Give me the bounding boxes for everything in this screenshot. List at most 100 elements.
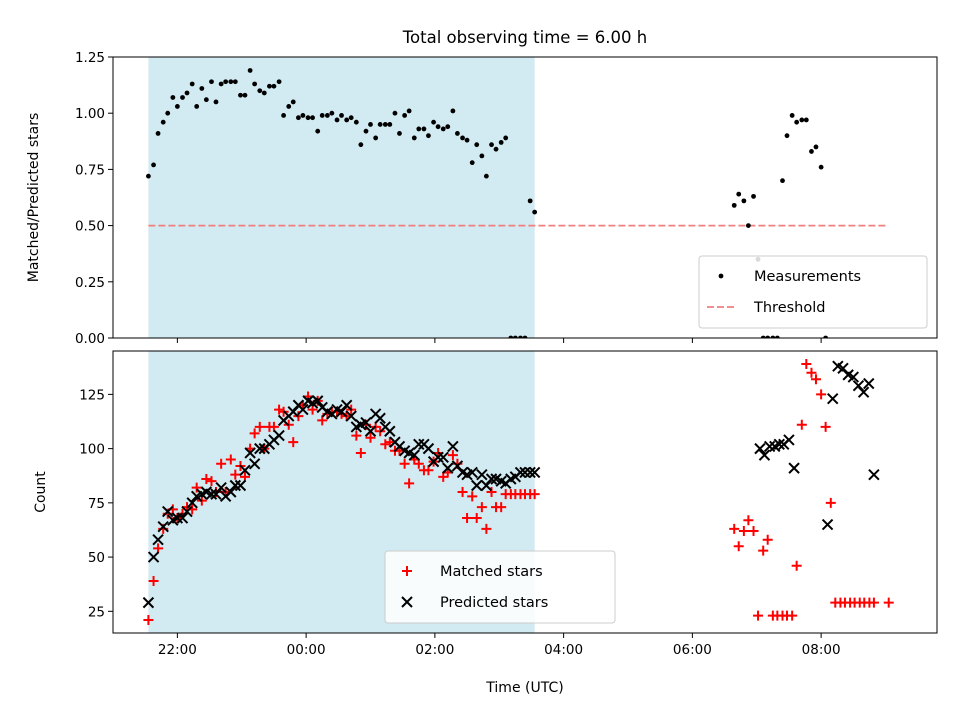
data-point [271,83,277,89]
data-point [818,164,824,170]
legend-box [698,255,928,329]
data-point [758,545,769,556]
data-point [345,410,357,422]
y-axis-label: Matched/Predicted stars [26,113,42,283]
data-point [432,451,444,463]
axes-frame [112,350,938,634]
data-point [476,502,487,513]
data-point [518,335,523,338]
data-point [748,526,759,537]
data-point [423,465,434,476]
data-point [273,429,285,442]
data-point [288,437,299,448]
data-point [431,119,436,125]
data-point [397,131,402,136]
data-point [857,0,862,2]
data-point [426,133,431,139]
data-point [813,144,819,150]
data-point [823,335,829,338]
data-point [476,468,488,481]
data-point [760,335,766,338]
data-point [239,464,251,477]
data-point [230,469,241,480]
data-point [312,395,324,407]
data-point [437,451,449,463]
data-point [411,135,417,141]
data-point [380,439,391,450]
data-point [789,113,795,118]
y-tick-label: 50 [88,550,105,566]
data-point [733,541,744,552]
data-point [806,367,817,378]
count-panel: 25 50 75 100 125 22:00 00:00 02:00 04:00 06:00 08:… [33,350,938,658]
data-point [483,173,489,179]
data-point [180,95,185,100]
data-point [467,491,478,502]
data-point [862,0,867,2]
data-point [751,193,756,199]
data-point [319,113,325,118]
legend-label: Predicted stars [440,595,548,611]
data-point [408,449,420,461]
data-point [252,81,258,87]
data-point [758,449,771,461]
data-point [267,83,272,89]
data-point [334,117,340,123]
data-point [155,131,161,136]
legend-label: Matched stars [440,564,543,580]
data-point [421,126,427,132]
x-tick-label: 22:00 [158,642,197,658]
data-point [810,374,821,385]
data-point [148,575,159,586]
data-point [216,458,227,469]
data-point [729,523,740,534]
data-point [801,359,812,370]
data-point [816,389,827,400]
observing-window-band [148,57,535,338]
data-point [868,597,879,608]
data-point [794,119,800,125]
data-point [522,335,528,338]
data-point [481,523,492,534]
data-point [529,489,540,500]
data-point [754,442,766,455]
y-tick-label: 0.00 [75,331,105,347]
data-point [843,0,848,2]
data-point [165,110,171,116]
data-point [745,223,751,229]
data-point [209,79,214,85]
data-point [234,479,247,492]
data-point [471,479,483,492]
data-point [162,505,174,518]
data-point [741,198,747,204]
x-tick-label: 02:00 [415,642,454,658]
data-point [833,0,838,2]
data-point [146,173,151,179]
x-tick-label: 06:00 [673,642,712,658]
data-point [171,512,184,524]
data-point [462,513,473,524]
data-point [281,113,286,118]
data-point [257,88,263,94]
data-point [787,610,798,621]
data-point [324,113,330,118]
data-point [413,438,425,450]
x-tick-label: 08:00 [802,642,841,658]
data-point [286,104,292,109]
data-point [762,534,773,545]
data-point [493,146,499,152]
data-point [276,79,282,85]
data-point [731,202,737,208]
data-point [373,135,379,141]
data-point [736,191,742,197]
data-point [532,209,538,215]
data-point [189,81,195,87]
chart-title: Total observing time = 6.00 h [402,28,647,47]
axes-frame [112,56,938,339]
data-point [254,442,266,455]
data-point [377,122,383,127]
data-point [249,428,260,439]
data-point [194,104,200,109]
data-point [445,124,451,130]
data-point [228,79,234,85]
